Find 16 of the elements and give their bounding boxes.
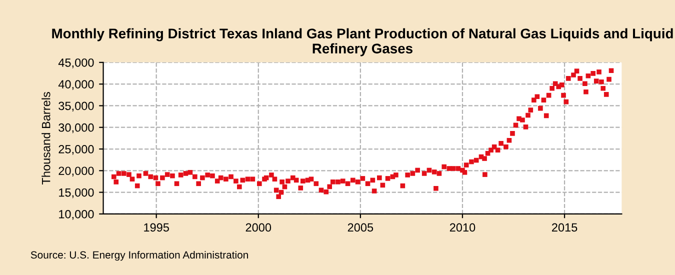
y-tick-label: 40,000 (58, 80, 94, 90)
y-tick-label: 30,000 (58, 123, 94, 134)
x-tick-label: 2000 (246, 223, 272, 232)
x-tick-label: 1995 (144, 223, 169, 232)
x-tick-label: 2015 (552, 223, 578, 232)
y-tick-label: 25,000 (58, 145, 94, 155)
x-tick-label: 2005 (348, 223, 374, 232)
y-tick-label: 20,000 (58, 166, 94, 176)
y-tick-label: 15,000 (59, 188, 94, 198)
chart-title: Monthly Refining District Texas Inland Gas Plant Production of Natural Gas Liquids and Liquid Refinery Gases (52, 28, 673, 56)
y-tick-label: 10,000 (59, 210, 94, 220)
source-note: Source: U.S. Energy Information Administration (30, 250, 248, 261)
y-tick-label: 35,000 (58, 102, 94, 112)
x-tick-label: 2010 (450, 223, 476, 232)
y-axis-title: Thousand Barrels (42, 92, 50, 185)
y-tick-label: 45,000 (58, 58, 94, 68)
